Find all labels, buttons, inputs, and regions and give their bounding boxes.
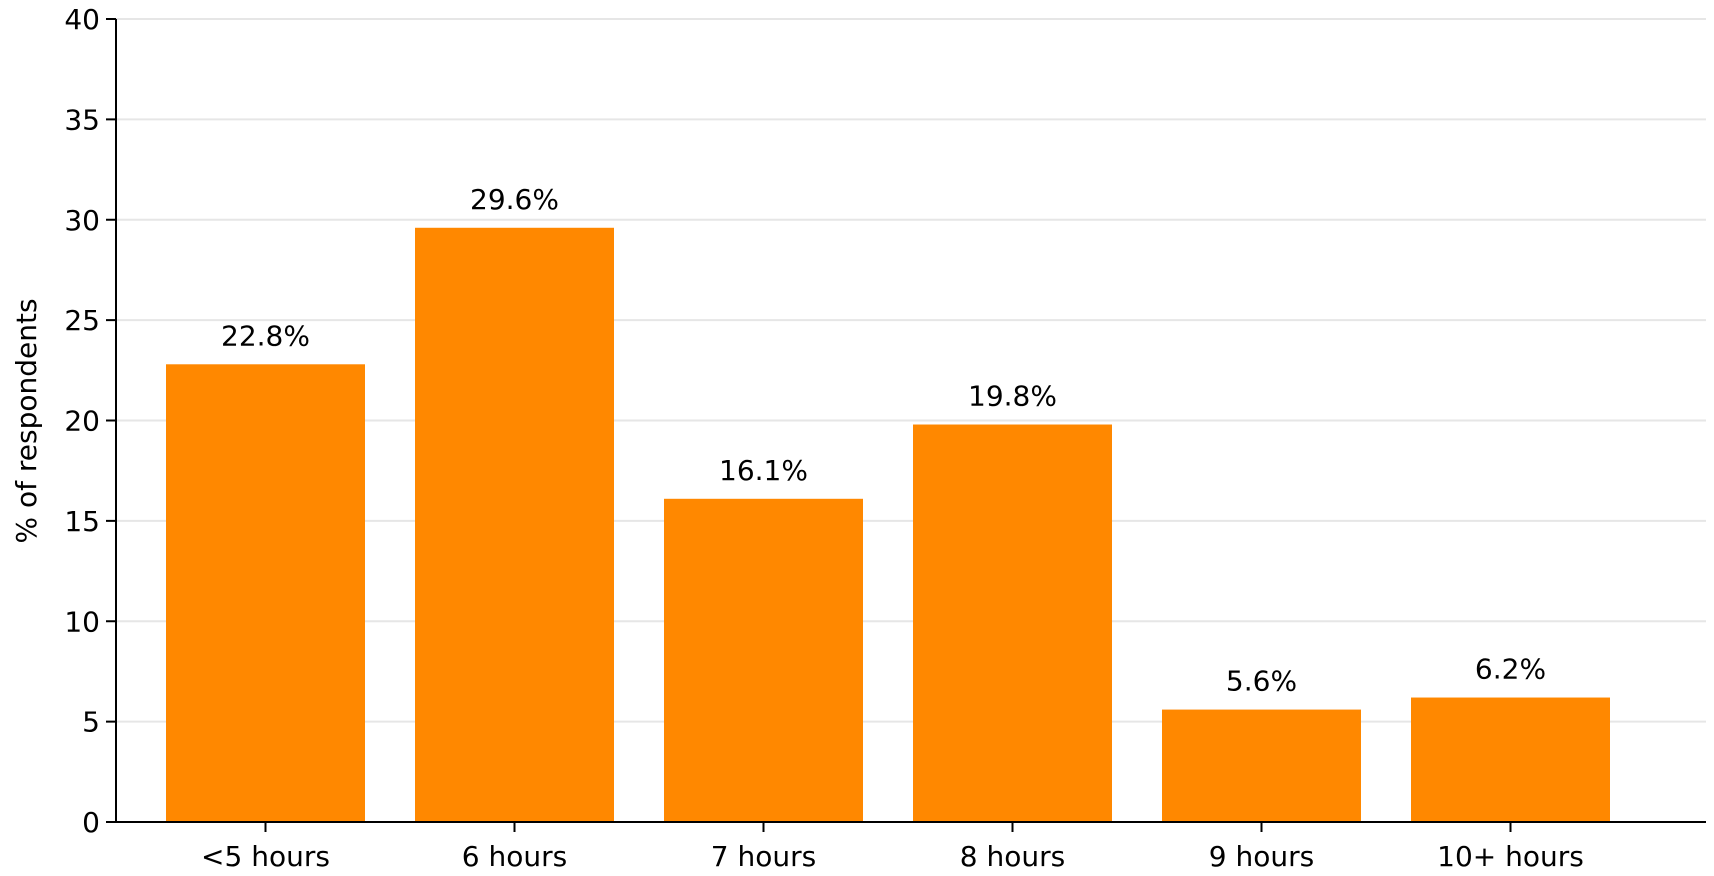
y-tick-label: 30 [64,204,100,237]
x-axis-ticks: <5 hours 6 hours 7 hours 8 hours 9 hours 10+ … [201,822,1584,873]
y-tick-label: 15 [64,505,100,538]
y-tick-label: 40 [64,3,100,36]
bar-value-label: 22.8% [221,319,310,352]
bar [1162,709,1361,822]
bar [664,498,863,822]
x-tick-label: <5 hours [201,840,330,871]
bar [415,227,614,822]
bar-value-label: 16.1% [719,454,808,487]
x-tick-label: 7 hours [711,840,816,871]
y-tick-label: 25 [64,304,100,337]
y-axis-ticks: 0 5 10 15 20 25 30 35 40 [64,3,116,839]
x-tick-label: 6 hours [462,840,567,871]
bar-value-labels: 22.8% 29.6% 16.1% 19.8% 5.6% 6.2% [221,183,1546,698]
y-tick-label: 35 [64,103,100,136]
x-tick-label: 9 hours [1209,840,1314,871]
bar-value-label: 19.8% [968,380,1057,413]
bar-value-label: 5.6% [1226,665,1297,698]
y-tick-label: 5 [82,706,100,739]
x-tick-label: 10+ hours [1437,840,1584,871]
bar-value-label: 29.6% [470,183,559,216]
bar [1411,697,1610,822]
bar [913,424,1112,822]
y-tick-label: 20 [64,405,100,438]
y-tick-label: 10 [64,605,100,638]
y-tick-label: 0 [82,806,100,839]
bar [166,364,365,822]
grid-lines [116,18,1706,723]
bars [166,227,1610,822]
y-axis-title: % of respondents [10,298,43,543]
x-tick-label: 8 hours [960,840,1065,871]
bar-value-label: 6.2% [1475,653,1546,686]
